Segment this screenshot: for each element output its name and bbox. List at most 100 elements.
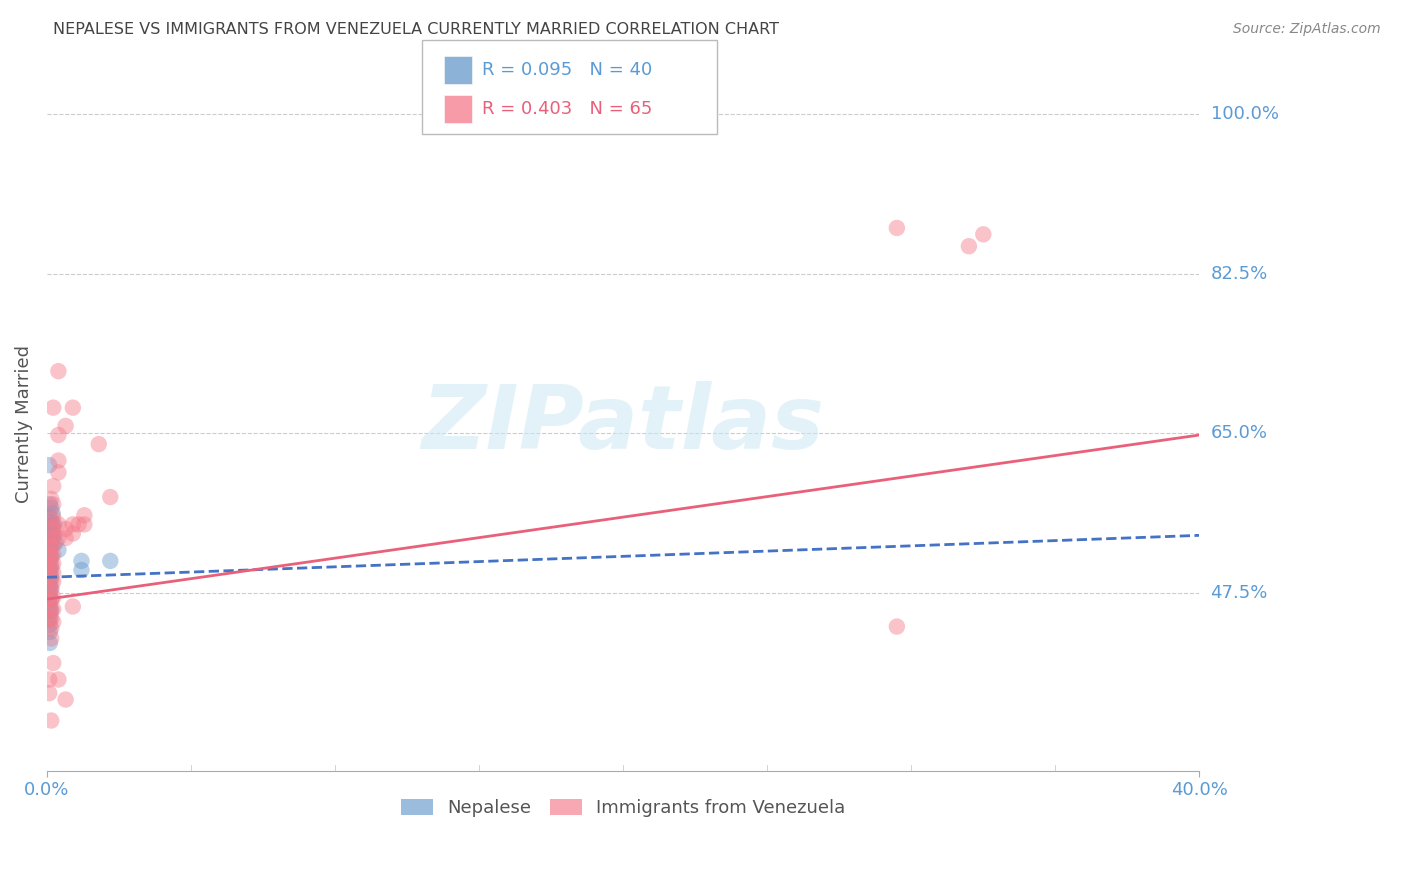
Point: [42, 602, 65, 616]
Point: [39, 621, 62, 635]
Point: [39, 592, 62, 607]
Point: [42, 528, 65, 542]
Point: [38, 560, 60, 574]
Point: [38, 617, 60, 632]
Point: [38, 581, 60, 595]
Point: [42, 548, 65, 562]
Point: [39, 714, 62, 728]
Point: [41, 531, 63, 545]
Point: [39, 513, 62, 527]
Point: [48, 517, 70, 532]
Point: [62, 517, 84, 532]
Point: [38, 549, 60, 564]
Point: [42, 529, 65, 543]
Point: [39, 565, 62, 579]
Point: [48, 453, 70, 467]
Point: [48, 428, 70, 442]
Text: 82.5%: 82.5%: [1211, 265, 1268, 283]
Text: ZIPatlas: ZIPatlas: [422, 381, 825, 467]
Point: [42, 510, 65, 524]
Point: [39, 604, 62, 618]
Point: [42, 538, 65, 552]
Point: [48, 531, 70, 545]
Point: [38, 591, 60, 605]
Legend: Nepalese, Immigrants from Venezuela: Nepalese, Immigrants from Venezuela: [394, 791, 853, 824]
Point: [39, 581, 62, 595]
Point: [38, 458, 60, 472]
Point: [39, 557, 62, 571]
Point: [39, 526, 62, 541]
Point: [39, 516, 62, 530]
Point: [38, 602, 60, 616]
Point: [38, 598, 60, 612]
Text: Source: ZipAtlas.com: Source: ZipAtlas.com: [1233, 22, 1381, 37]
Point: [55, 692, 77, 706]
Point: [39, 549, 62, 564]
Point: [38, 686, 60, 700]
Point: [55, 522, 77, 536]
Point: [39, 537, 62, 551]
Point: [67, 517, 90, 532]
Point: [44, 535, 66, 549]
Point: [62, 599, 84, 614]
Point: [42, 520, 65, 534]
Point: [62, 526, 84, 541]
Point: [38, 578, 60, 592]
Point: [38, 560, 60, 574]
Point: [957, 239, 980, 253]
Point: [38, 547, 60, 561]
Point: [42, 517, 65, 532]
Point: [38, 570, 60, 584]
Point: [39, 574, 62, 588]
Point: [38, 611, 60, 625]
Point: [48, 364, 70, 378]
Point: [42, 574, 65, 589]
Point: [98, 490, 121, 504]
Point: [39, 491, 62, 506]
Point: [48, 673, 70, 687]
Point: [38, 584, 60, 599]
Point: [42, 656, 65, 670]
Point: [39, 560, 62, 574]
Point: [38, 625, 60, 640]
Point: [972, 227, 994, 242]
Point: [38, 572, 60, 586]
Text: NEPALESE VS IMMIGRANTS FROM VENEZUELA CURRENTLY MARRIED CORRELATION CHART: NEPALESE VS IMMIGRANTS FROM VENEZUELA CU…: [53, 22, 779, 37]
Point: [39, 611, 62, 625]
Point: [42, 497, 65, 511]
Point: [42, 479, 65, 493]
Point: [39, 531, 62, 545]
Point: [73, 517, 96, 532]
Point: [38, 522, 60, 536]
Point: [38, 531, 60, 545]
Point: [38, 592, 60, 607]
Point: [39, 602, 62, 616]
Point: [55, 531, 77, 545]
Text: R = 0.403   N = 65: R = 0.403 N = 65: [482, 100, 652, 118]
Point: [38, 540, 60, 554]
Point: [39, 549, 62, 564]
Point: [38, 510, 60, 524]
Point: [41, 507, 63, 521]
Point: [886, 221, 908, 235]
Point: [87, 437, 110, 451]
Point: [39, 570, 62, 584]
Point: [39, 632, 62, 646]
Text: 47.5%: 47.5%: [1211, 584, 1268, 602]
Point: [39, 522, 62, 536]
Point: [38, 566, 60, 580]
Point: [38, 636, 60, 650]
Point: [62, 401, 84, 415]
Point: [38, 613, 60, 627]
Point: [39, 500, 62, 515]
Point: [48, 466, 70, 480]
Point: [39, 592, 62, 607]
Point: [42, 566, 65, 580]
Point: [38, 497, 60, 511]
Point: [39, 583, 62, 598]
Point: [55, 418, 77, 433]
Point: [38, 673, 60, 687]
Point: [38, 604, 60, 618]
Point: [42, 401, 65, 415]
Point: [98, 554, 121, 568]
